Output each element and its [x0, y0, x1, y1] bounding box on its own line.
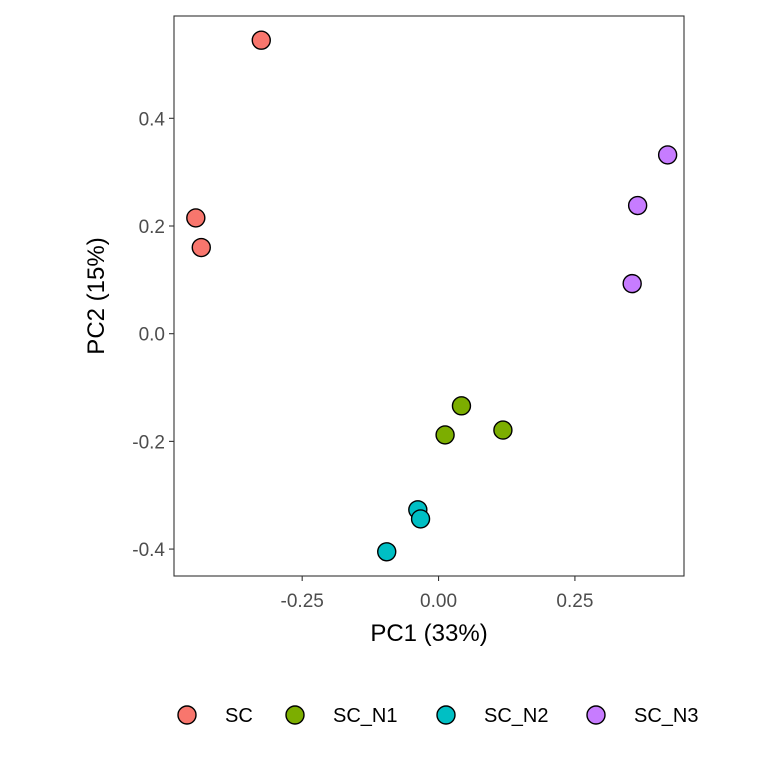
data-point: [251, 30, 271, 50]
ticks-layer: -0.25 0.00 0.25 0.4 0.2 0.0 -0.2 -0.4: [132, 109, 593, 612]
data-point: [191, 237, 211, 258]
legend-key: [177, 705, 197, 725]
legend: SC SC_N1 SC_N2 SC_N3: [177, 705, 698, 727]
legend-label: SC_N1: [333, 705, 397, 727]
data-point: [657, 145, 678, 165]
y-tick-label: -0.4: [132, 540, 165, 561]
legend-label: SC_N2: [484, 705, 548, 727]
plot-panel: [173, 15, 685, 577]
x-tick-label: 0.25: [556, 591, 593, 612]
data-point: [451, 396, 472, 416]
x-tick-label: 0.00: [420, 591, 457, 612]
x-axis-title: PC1 (33%): [370, 620, 487, 647]
y-tick-label: 0.4: [139, 109, 166, 130]
data-point: [410, 509, 431, 529]
legend-key: [586, 705, 606, 725]
x-tick-label: -0.25: [281, 591, 324, 612]
data-point: [493, 420, 513, 440]
legend-key: [285, 705, 305, 725]
data-point: [186, 208, 206, 228]
data-point: [435, 425, 455, 445]
marks-layer: [186, 30, 678, 562]
y-tick-label: 0.2: [139, 217, 165, 238]
data-point: [627, 195, 648, 216]
legend-key: [436, 705, 456, 725]
data-point: [622, 273, 642, 294]
y-tick-label: -0.2: [132, 432, 165, 453]
y-axis-title: PC2 (15%): [83, 237, 110, 354]
data-point: [377, 542, 397, 562]
y-tick-label: 0.0: [139, 325, 165, 346]
legend-label: SC: [225, 705, 253, 727]
legend-label: SC_N3: [634, 705, 698, 727]
